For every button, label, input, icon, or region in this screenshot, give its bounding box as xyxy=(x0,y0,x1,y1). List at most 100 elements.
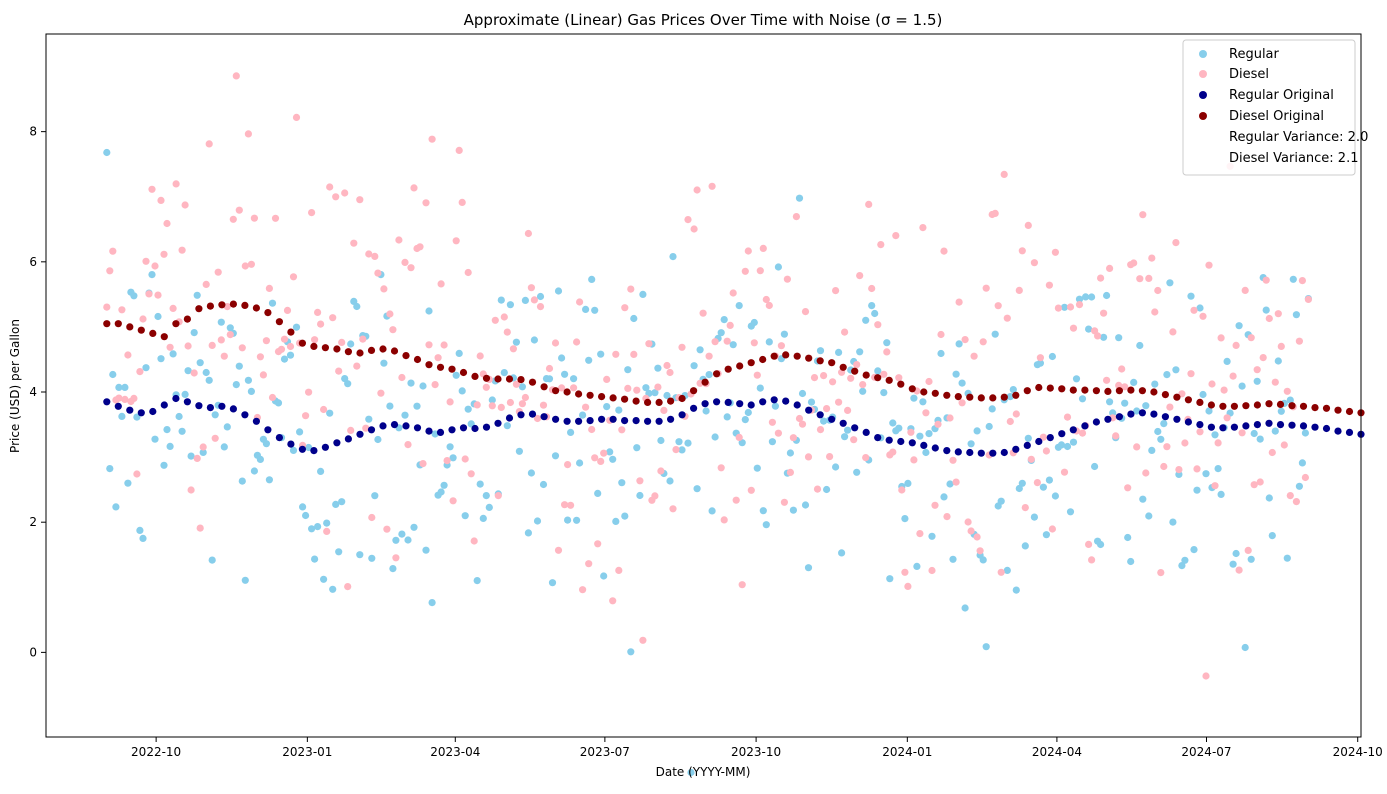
diesel-point xyxy=(512,380,521,388)
regular-point xyxy=(910,394,918,402)
regular-point xyxy=(1072,375,1081,383)
regular-point xyxy=(564,516,572,524)
diesel-point xyxy=(133,470,141,478)
diesel-point xyxy=(1000,170,1008,178)
diesel-point xyxy=(1166,403,1174,411)
regular-point xyxy=(720,316,728,324)
diesel-point xyxy=(678,343,686,351)
regular-point xyxy=(347,340,355,348)
diesel-point xyxy=(844,406,852,414)
diesel-point xyxy=(1030,259,1038,267)
regular-point xyxy=(136,526,144,535)
diesel-point xyxy=(898,486,906,494)
diesel-original-point xyxy=(459,368,468,377)
diesel-original-point xyxy=(563,388,571,396)
regular-point xyxy=(527,469,536,477)
diesel-point xyxy=(892,232,900,240)
diesel-point xyxy=(286,342,295,351)
regular-point xyxy=(1211,431,1219,439)
diesel-point xyxy=(1121,383,1129,391)
diesel-point xyxy=(1112,432,1120,440)
regular-point xyxy=(1151,380,1159,388)
diesel-point xyxy=(747,486,755,494)
regular-original-point xyxy=(793,401,801,409)
regular-point xyxy=(181,390,189,398)
regular-original-point xyxy=(1161,413,1169,421)
diesel-point xyxy=(877,241,885,249)
regular-point xyxy=(603,403,611,411)
regular-point xyxy=(1097,540,1105,549)
regular-point xyxy=(299,503,307,511)
regular-point xyxy=(663,391,671,400)
regular-point xyxy=(801,501,810,509)
regular-original-point xyxy=(540,413,548,421)
diesel-point xyxy=(181,201,189,209)
diesel-point xyxy=(949,456,957,464)
diesel-point xyxy=(1024,221,1032,229)
diesel-point xyxy=(768,418,777,426)
diesel-original-point xyxy=(736,362,744,370)
diesel-original-point xyxy=(1276,400,1285,408)
diesel-point xyxy=(359,335,367,343)
diesel-point xyxy=(720,516,728,524)
diesel-original-point xyxy=(586,391,594,399)
diesel-point xyxy=(895,374,903,382)
diesel-point xyxy=(172,180,180,188)
regular-point xyxy=(1069,438,1078,446)
diesel-original-point xyxy=(413,355,422,364)
regular-point xyxy=(657,436,665,445)
regular-point xyxy=(1103,291,1111,300)
diesel-point xyxy=(244,130,252,138)
diesel-original-point xyxy=(1150,388,1158,396)
diesel-point xyxy=(1241,286,1249,294)
diesel-point xyxy=(314,308,322,316)
regular-point xyxy=(729,341,737,349)
regular-point xyxy=(139,534,147,543)
diesel-point xyxy=(425,341,433,349)
regular-point xyxy=(175,412,183,421)
regular-original-point xyxy=(805,406,813,414)
diesel-point xyxy=(651,492,659,500)
regular-point xyxy=(678,446,686,454)
regular-point xyxy=(446,443,454,451)
diesel-point xyxy=(1304,295,1312,303)
diesel-point xyxy=(545,364,554,373)
regular-original-point xyxy=(436,428,445,436)
diesel-point xyxy=(573,338,581,346)
diesel-point xyxy=(160,250,168,258)
regular-point xyxy=(1003,566,1011,575)
regular-original-point xyxy=(137,409,145,417)
diesel-original-point xyxy=(402,352,410,360)
regular-point xyxy=(804,564,813,572)
diesel-point xyxy=(1160,462,1168,471)
diesel-point xyxy=(1145,274,1153,282)
diesel-point xyxy=(904,582,912,591)
diesel-original-point xyxy=(552,387,560,395)
regular-point xyxy=(1060,303,1069,311)
diesel-original-point xyxy=(1242,402,1250,410)
regular-point xyxy=(431,430,439,438)
regular-original-point xyxy=(1253,421,1261,429)
regular-point xyxy=(1223,357,1231,365)
regular-original-point xyxy=(103,398,111,406)
x-tick-label: 2024-10 xyxy=(1333,745,1383,759)
diesel-point xyxy=(1106,264,1114,272)
regular-point xyxy=(762,521,770,529)
diesel-point xyxy=(341,189,349,197)
diesel-point xyxy=(618,426,626,434)
diesel-point xyxy=(591,454,599,462)
diesel-point xyxy=(1088,556,1096,564)
diesel-point xyxy=(723,337,731,345)
regular-original-point xyxy=(195,402,203,410)
regular-point xyxy=(567,428,575,436)
regular-point xyxy=(597,350,605,358)
regular-point xyxy=(536,292,545,301)
regular-point xyxy=(533,517,542,525)
diesel-point xyxy=(666,368,674,377)
regular-point xyxy=(1133,407,1141,415)
regular-point xyxy=(217,318,225,326)
regular-point xyxy=(768,438,777,446)
diesel-point xyxy=(226,331,234,339)
diesel-point xyxy=(431,381,439,389)
diesel-point xyxy=(551,339,560,347)
